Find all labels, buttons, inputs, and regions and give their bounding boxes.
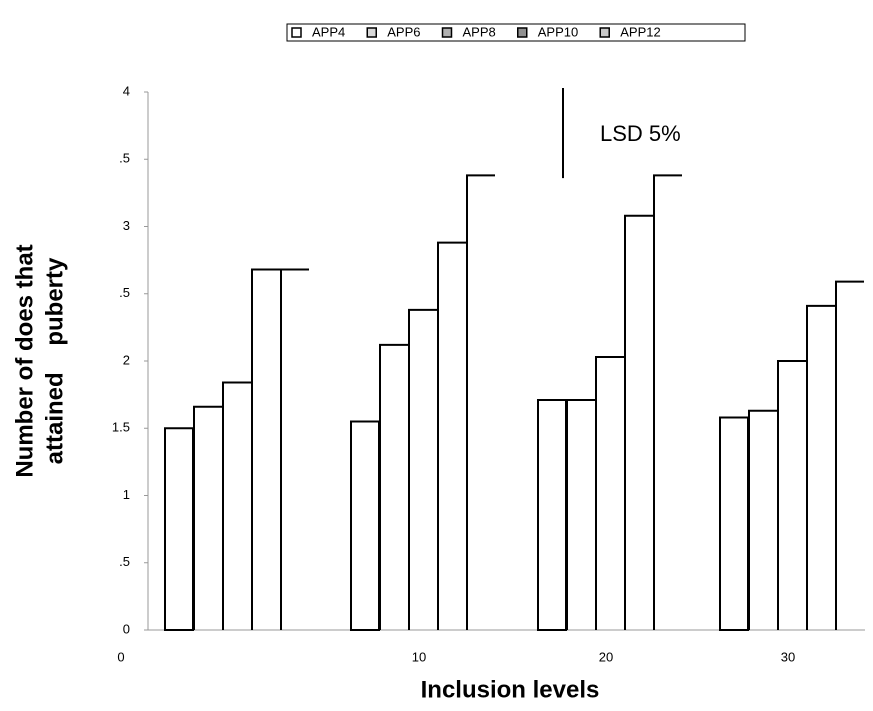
- bar: [408, 308, 437, 630]
- bar: [350, 420, 380, 631]
- legend-label: APP10: [538, 24, 578, 39]
- x-tick-label: 30: [781, 649, 795, 664]
- y-tick-label: .5: [119, 151, 130, 166]
- y-tick-label: 2: [123, 352, 130, 367]
- x-tick-label: 0: [117, 649, 124, 664]
- y-tick-label: .5: [119, 285, 130, 300]
- bar: [537, 399, 567, 631]
- y-tick-label: 3: [123, 218, 130, 233]
- bar: [193, 405, 222, 630]
- bar: [379, 343, 408, 630]
- legend-swatch: [517, 27, 528, 38]
- bar: [437, 241, 466, 630]
- bar: [251, 268, 280, 630]
- legend-box: [286, 23, 746, 42]
- x-tick-label: 20: [599, 649, 613, 664]
- y-tick-label: 4: [123, 83, 130, 98]
- annotation: LSD 5%: [600, 121, 681, 146]
- bar: [748, 409, 777, 630]
- legend-swatch: [441, 27, 453, 38]
- bar: [595, 355, 624, 630]
- y-axis-title: Number of does that: [11, 244, 38, 477]
- bar: [835, 280, 864, 630]
- legend-label: APP8: [463, 24, 496, 39]
- bar: [466, 174, 495, 630]
- bar: [566, 399, 595, 630]
- bar: [624, 214, 653, 630]
- y-tick-label: 1: [123, 487, 130, 502]
- y-tick-label: 1.5: [112, 420, 130, 435]
- bar: [719, 416, 749, 631]
- y-axis-title: attained puberty: [41, 257, 68, 464]
- x-tick-label: 10: [412, 649, 426, 664]
- legend-swatch: [366, 27, 377, 38]
- y-tick-label: .5: [119, 554, 130, 569]
- legend-label: APP4: [312, 24, 345, 39]
- bar: [777, 360, 806, 630]
- legend-swatch: [291, 27, 302, 38]
- y-tick-label: 0: [123, 621, 130, 636]
- legend-label: APP6: [387, 24, 420, 39]
- legend-label: APP12: [620, 24, 660, 39]
- bar: [222, 381, 251, 630]
- legend-swatch: [599, 27, 610, 38]
- bar: [164, 427, 194, 631]
- bar: [806, 304, 835, 630]
- bar: [653, 174, 682, 630]
- bar: [280, 268, 309, 630]
- x-axis-title: Inclusion levels: [421, 676, 600, 703]
